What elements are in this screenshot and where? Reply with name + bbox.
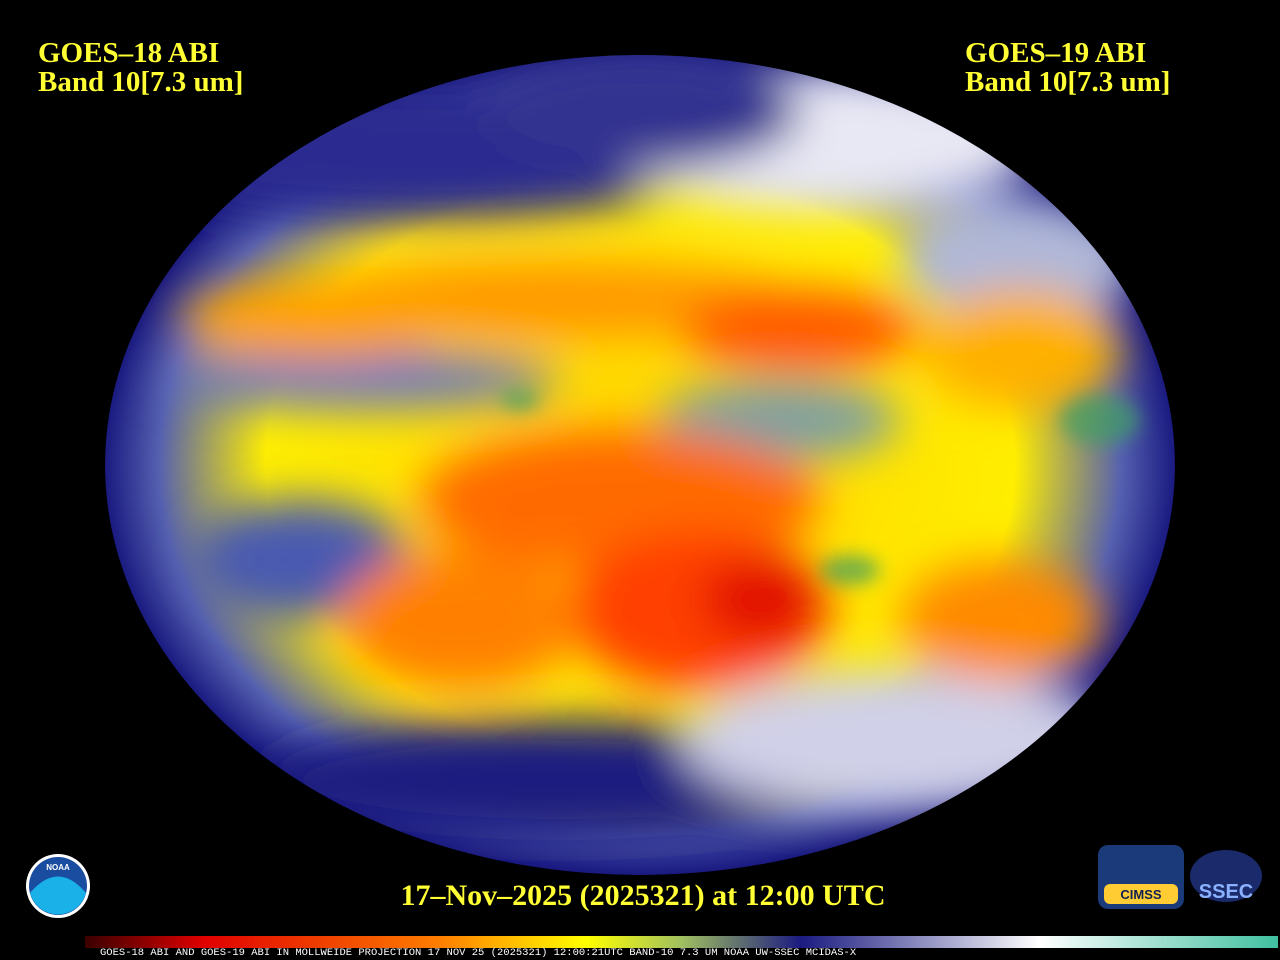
- cimss-label: CIMSS: [1120, 887, 1162, 902]
- timestamp: 17–Nov–2025 (2025321) at 12:00 UTC: [401, 879, 886, 912]
- left-band: Band 10[7.3 um]: [38, 66, 243, 98]
- ssec-label: SSEC: [1199, 881, 1253, 903]
- cimss-logo: CIMSS: [1098, 845, 1184, 909]
- right-satellite: GOES–19 ABI: [965, 37, 1146, 69]
- noaa-logo: NOAA: [26, 854, 90, 918]
- footer-caption: GOES-18 ABI AND GOES-19 ABI IN MOLLWEIDE…: [100, 947, 857, 959]
- right-band: Band 10[7.3 um]: [965, 66, 1170, 98]
- noaa-label: NOAA: [46, 863, 70, 872]
- color-bar: [85, 936, 1278, 948]
- ssec-logo: SSEC: [1190, 850, 1262, 903]
- left-satellite: GOES–18 ABI: [38, 37, 219, 69]
- satellite-globe: [105, 55, 1175, 875]
